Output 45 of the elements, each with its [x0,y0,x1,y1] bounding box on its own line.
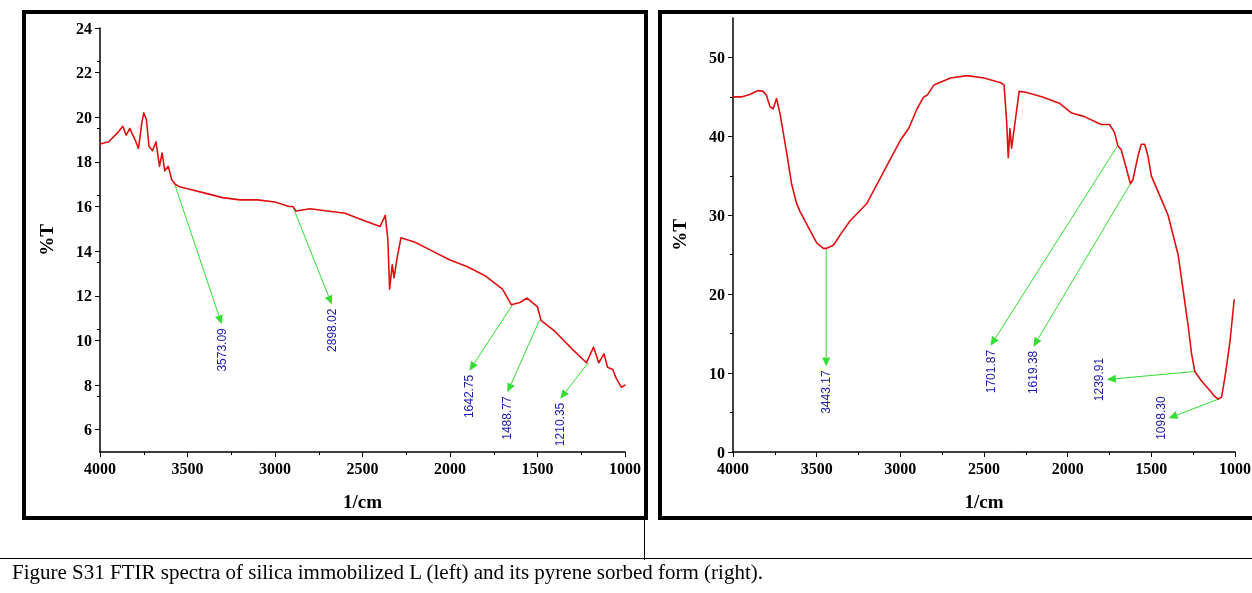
y-tick-label: 40 [709,127,725,145]
annotation: 1619.38 [1026,350,1041,395]
y-tick-label: 8 [84,376,92,394]
annotation: 1701.87 [983,349,998,394]
caption: Figure S31 FTIR spectra of silica immobilized L (left) and its pyrene sorbed form (right). [12,560,763,585]
annotation: 1239.91 [1091,357,1106,402]
y-tick-label: 12 [76,287,92,305]
x-tick-label: 1000 [1219,459,1251,477]
annotation: 1210.35 [553,402,568,447]
x-tick-label: 4000 [84,459,116,477]
x-tick-label: 1000 [609,459,641,477]
x-tick-label: 2000 [434,459,466,477]
annotation: 1098.30 [1153,396,1168,440]
annotation: 3573.09 [214,327,229,372]
y-tick-label: 20 [709,285,725,303]
x-axis-title: 1/cm [964,491,1004,512]
x-tick-label: 4000 [717,459,749,477]
x-tick-label: 1500 [1135,459,1168,477]
annotation: 2898.02 [324,308,339,352]
x-tick-label: 2500 [346,459,379,477]
y-tick-label: 0 [717,443,725,461]
x-tick-label: 3500 [171,459,204,477]
y-axis-title: %T [669,218,690,251]
y-axis-title: %T [36,223,57,256]
x-tick-label: 1500 [521,459,554,477]
annotation: 3443.17 [819,370,834,414]
y-tick-label: 10 [76,331,92,349]
y-tick-label: 50 [709,48,725,66]
y-tick-label: 20 [76,108,92,126]
annotation: 1488.77 [500,396,515,440]
y-tick-label: 16 [76,198,92,216]
y-tick-label: 14 [76,242,92,260]
x-tick-label: 3000 [884,459,917,477]
x-tick-label: 3000 [259,459,291,477]
y-tick-label: 10 [709,364,725,382]
annotation: 1642.75 [462,374,477,419]
y-tick-label: 24 [76,19,92,37]
y-tick-label: 22 [76,64,92,82]
y-tick-label: 6 [84,421,92,439]
x-tick-label: 2000 [1051,459,1084,477]
x-axis-title: 1/cm [342,491,383,512]
y-tick-label: 18 [76,153,92,171]
y-tick-label: 30 [709,206,725,224]
x-tick-label: 2500 [968,459,1000,477]
x-tick-label: 3500 [800,459,833,477]
